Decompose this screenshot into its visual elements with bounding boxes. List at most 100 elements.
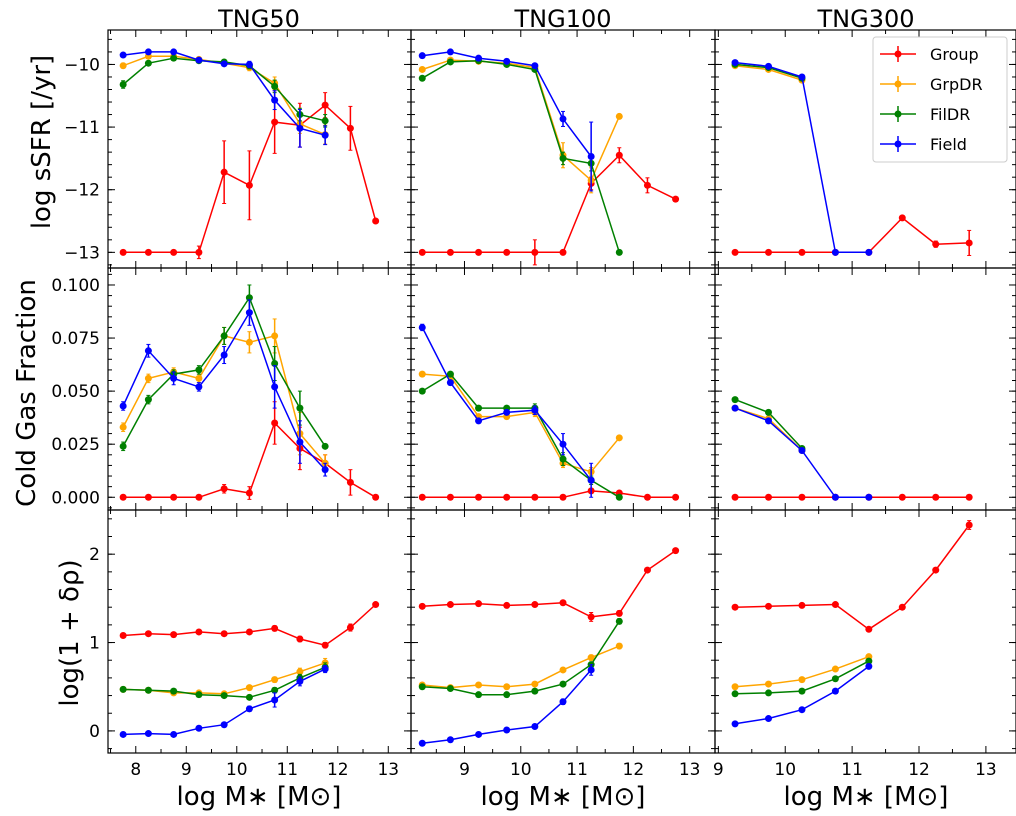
data-point [475,493,483,501]
series-fildr [418,617,623,699]
data-point [531,601,539,609]
data-point [475,681,483,689]
legend-label: Field [930,135,967,154]
data-point [245,489,253,497]
x-tick-label: 10 [774,760,796,780]
series-line-grpdr [422,373,620,473]
data-point [559,455,567,463]
data-point [446,601,454,609]
x-tick-label: 11 [276,760,298,780]
data-point [446,684,454,692]
data-point [765,680,773,688]
data-point [731,248,739,256]
y-tick-label: 0.100 [51,276,100,296]
panel-frame [714,509,1016,754]
data-point [798,248,806,256]
legend-entry-fildr: FilDR [880,105,970,124]
series-line-field [735,61,869,254]
panel-ssfr-tng300 [714,29,1016,269]
data-point [643,493,651,501]
series-field [418,323,595,498]
data-point [119,423,127,431]
data-point [798,73,806,81]
data-point [170,54,178,62]
series-group [418,547,680,622]
data-point [296,635,304,643]
legend-entry-grpdr: GrpDR [880,75,983,94]
data-point [321,442,329,450]
data-point [587,153,595,161]
data-point [119,51,127,59]
data-point [898,603,906,611]
series-field [119,299,329,477]
data-point [271,96,279,104]
data-point [475,248,483,256]
data-point [503,726,511,734]
data-point [831,601,839,609]
legend-entry-group: Group [880,45,979,64]
series-field [119,48,329,148]
series-grpdr [418,56,623,194]
panel-frame [107,29,412,269]
data-point [418,683,426,691]
data-point [731,690,739,698]
series-field [731,404,873,501]
data-point [559,440,567,448]
data-point [559,599,567,607]
data-point [731,404,739,412]
data-point [798,687,806,695]
data-point [144,686,152,694]
data-point [418,65,426,73]
legend: Group GrpDR FilDR Field [872,36,1008,163]
data-point [271,118,279,126]
x-tick-label: 12 [908,760,930,780]
data-point [965,239,973,247]
x-tick-label: 13 [679,760,701,780]
y-tick-label: 0.050 [51,382,100,402]
data-point [672,547,680,555]
panel-frame [410,509,716,754]
data-point [446,379,454,387]
data-point [559,154,567,162]
data-point [144,248,152,256]
data-point [765,417,773,425]
data-point [144,493,152,501]
data-point [798,676,806,684]
data-point [898,214,906,222]
y-tick-label: 1 [89,634,100,654]
data-point [170,374,178,382]
legend-label: Group [930,45,979,64]
data-point [119,442,127,450]
data-point [831,248,839,256]
data-point [531,248,539,256]
data-point [831,493,839,501]
data-point [418,602,426,610]
x-tick-label: 9 [459,760,470,780]
data-point [220,168,228,176]
data-point [765,602,773,610]
data-point [271,419,279,427]
x-tick-label: 9 [713,760,724,780]
data-point [144,48,152,56]
data-point [446,48,454,56]
data-point [531,722,539,730]
data-point [220,692,228,700]
data-point [271,676,279,684]
data-point [731,683,739,691]
data-point [271,624,279,632]
data-point [245,693,253,701]
x-axis-label-tng100: log M∗ [M⊙] [481,782,646,812]
data-point [932,566,940,574]
x-tick-label: 12 [327,760,349,780]
series-field [418,48,595,192]
data-point [531,406,539,414]
data-point [587,654,595,662]
data-point [220,721,228,729]
data-point [672,493,680,501]
data-point [346,624,354,632]
data-point [559,115,567,123]
data-point [321,117,329,125]
data-point [170,631,178,639]
data-point [119,493,127,501]
